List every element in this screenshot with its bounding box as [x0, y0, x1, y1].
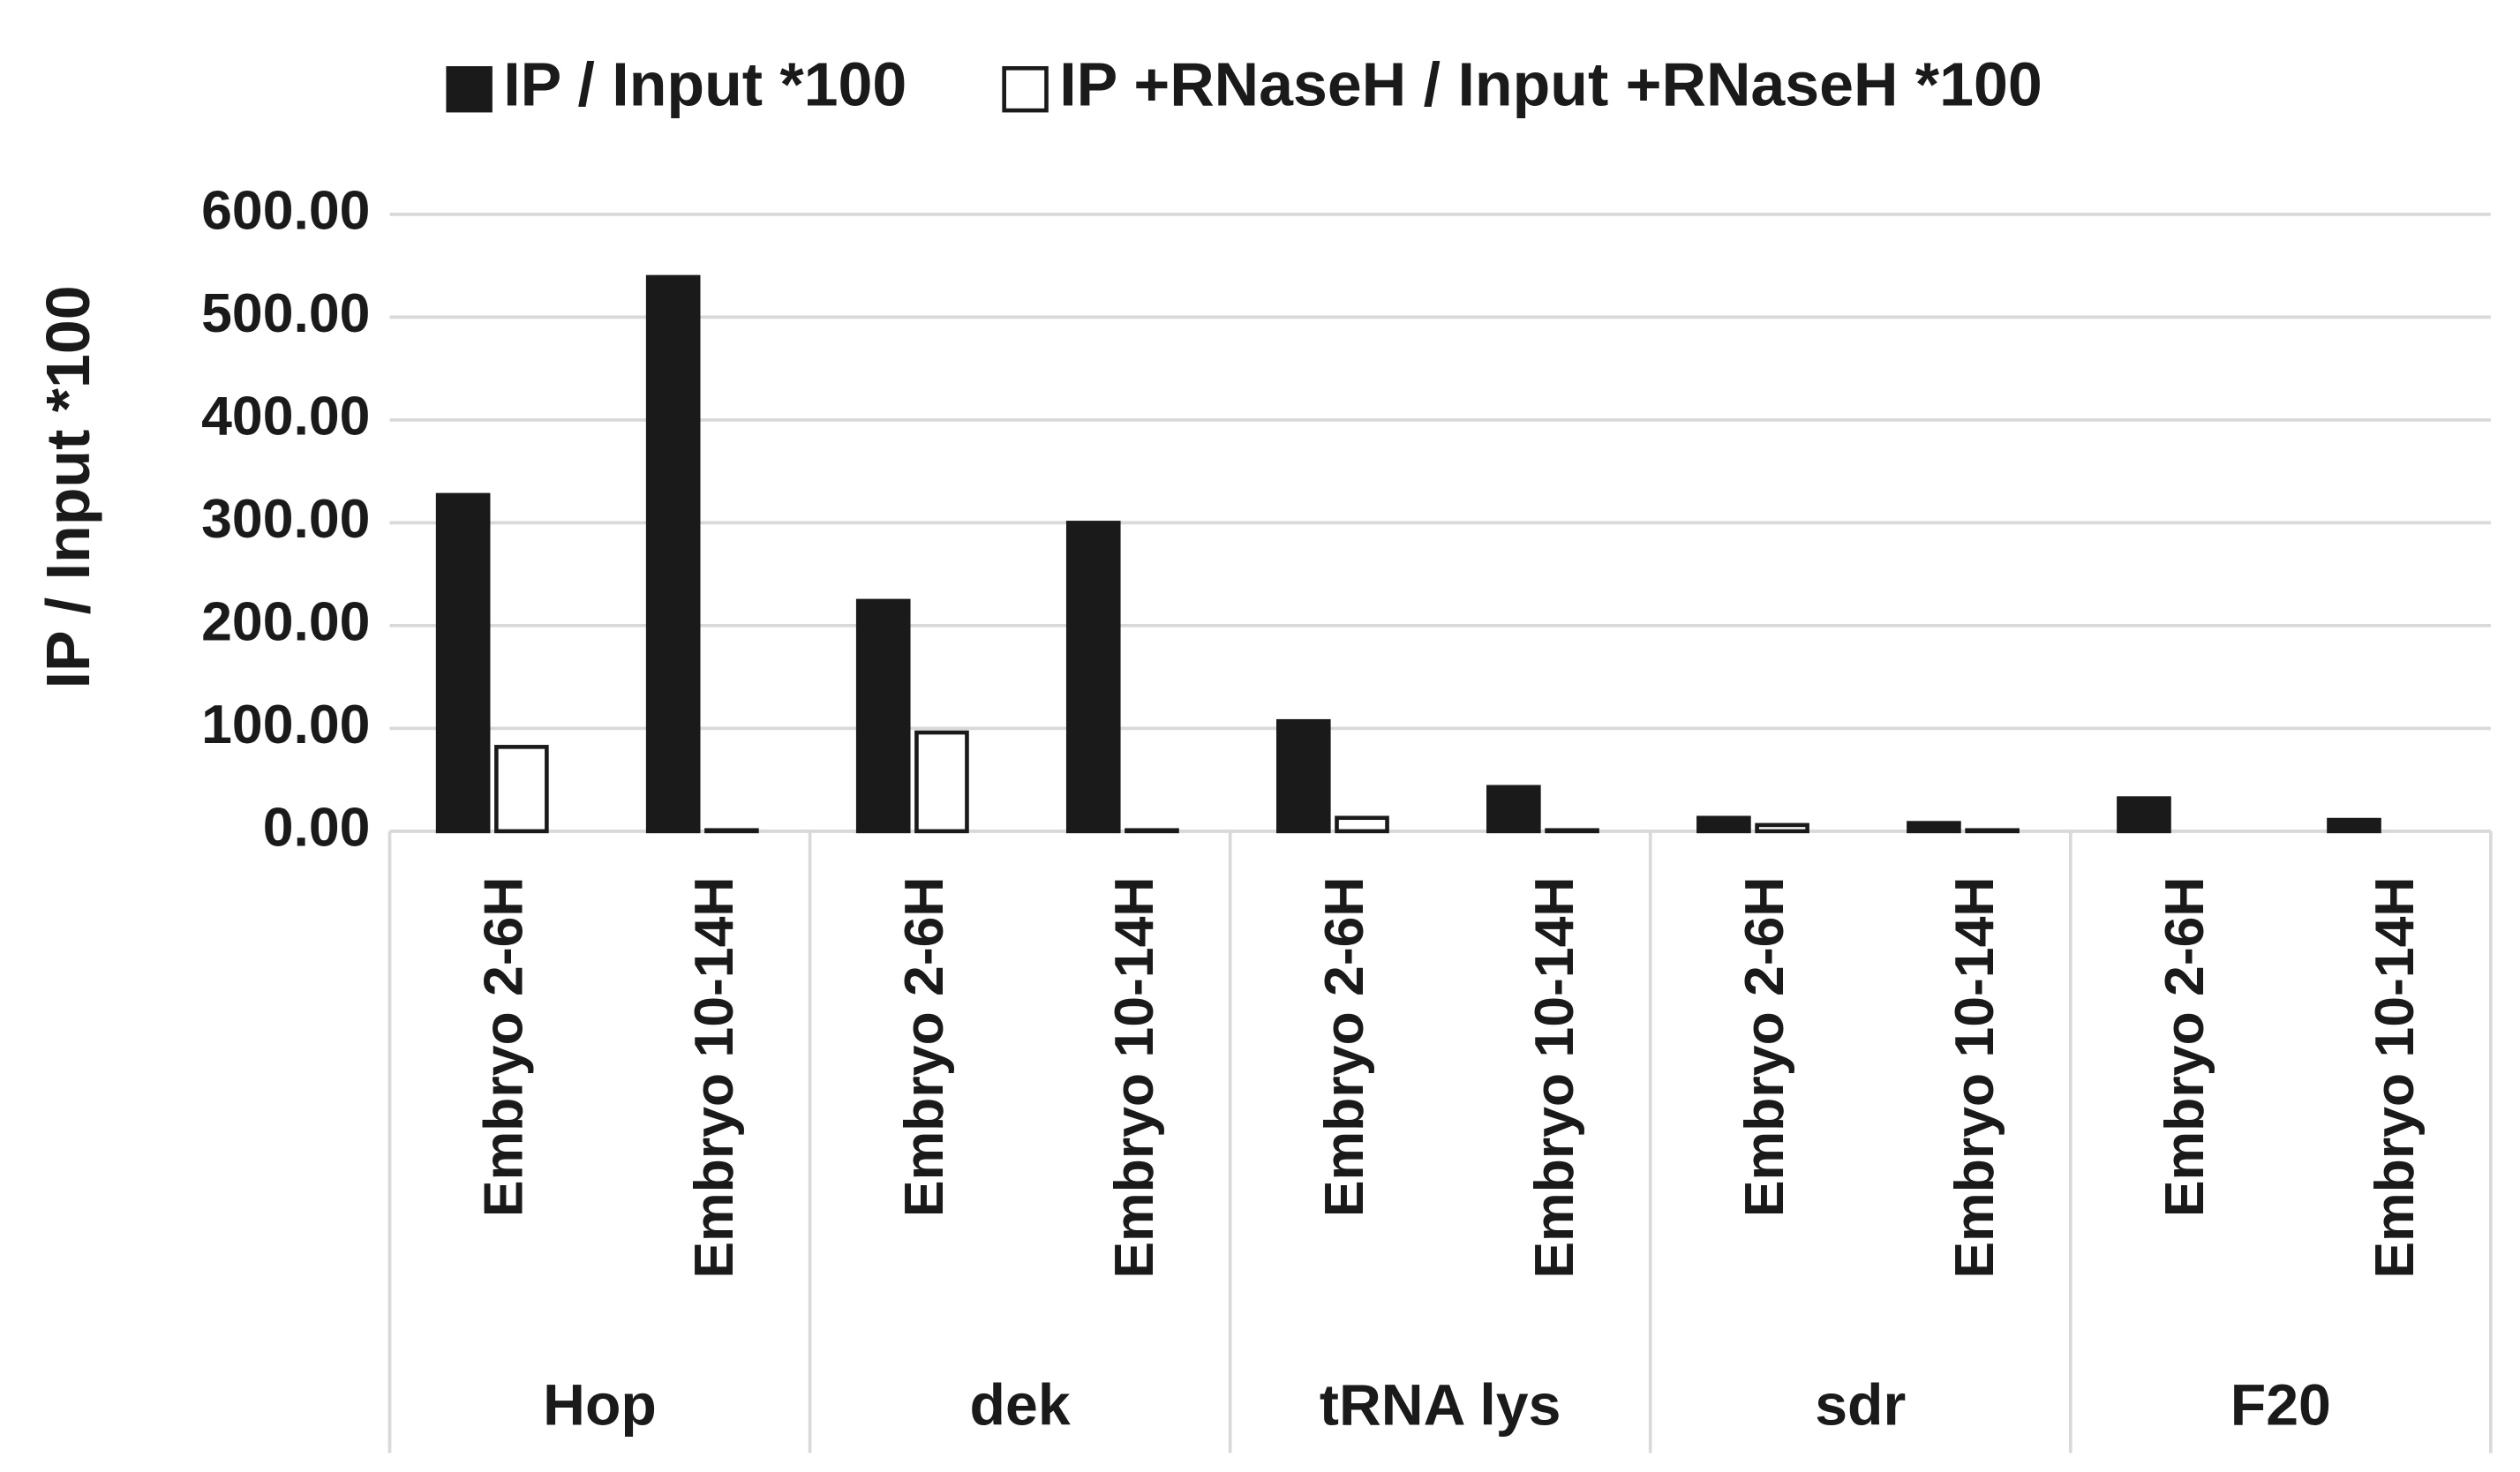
x-tick-label: Embryo 2-6H: [1313, 876, 1375, 1217]
bar: [914, 730, 969, 834]
x-tick-label: Embryo 2-6H: [1734, 876, 1795, 1217]
bar: [855, 598, 911, 834]
x-tick-label: Embryo 10-14H: [1523, 876, 1585, 1278]
x-tick-label: Embryo 10-14H: [683, 876, 745, 1278]
bar: [1696, 815, 1751, 834]
y-tick-label: 100.00: [201, 694, 370, 755]
bar: [494, 745, 549, 834]
x-tick-label: Embryo 2-6H: [473, 876, 535, 1217]
y-tick-label: 300.00: [201, 488, 370, 550]
bar: [1065, 521, 1121, 834]
bar: [1335, 815, 1389, 834]
y-tick-label: 200.00: [201, 590, 370, 652]
legend-swatch: [446, 65, 493, 113]
bar: [435, 492, 491, 834]
bar: [1755, 822, 1809, 834]
group-label: tRNA lys: [1320, 1372, 1561, 1438]
x-tick-label: Embryo 10-14H: [2364, 876, 2426, 1278]
y-tick-label: 600.00: [201, 179, 370, 241]
bar: [1907, 821, 1961, 834]
y-tick-label: 500.00: [201, 282, 370, 344]
bar: [1486, 785, 1541, 834]
bar: [2117, 796, 2171, 834]
bar: [645, 274, 701, 834]
x-tick-label: Embryo 10-14H: [1103, 876, 1165, 1278]
bar: [1545, 828, 1599, 834]
group-label: sdr: [1815, 1372, 1906, 1438]
group-label: Hop: [543, 1372, 657, 1438]
legend-label: IP +RNaseH / Input +RNaseH *100: [1059, 50, 2042, 119]
x-tick-label: Embryo 2-6H: [2154, 876, 2215, 1217]
y-tick-label: 0.00: [263, 796, 371, 858]
x-tick-label: Embryo 10-14H: [1944, 876, 2005, 1278]
legend-label: IP / Input *100: [503, 50, 906, 119]
bar: [2327, 817, 2381, 834]
bar: [1965, 828, 2020, 834]
bar: [1275, 718, 1331, 834]
x-tick-label: Embryo 2-6H: [893, 876, 955, 1217]
group-label: F20: [2230, 1372, 2331, 1438]
y-axis-title: IP / Input *100: [34, 285, 102, 688]
group-label: dek: [970, 1372, 1071, 1438]
bar: [1125, 828, 1179, 834]
y-tick-label: 400.00: [201, 385, 370, 447]
bar: [704, 828, 759, 834]
legend-swatch: [1002, 65, 1049, 113]
